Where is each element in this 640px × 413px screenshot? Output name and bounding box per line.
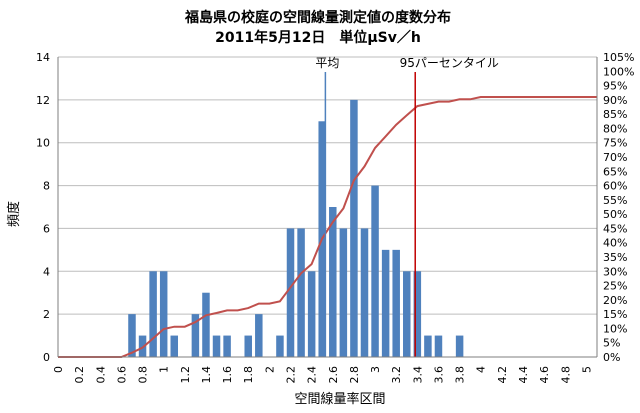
x-tick-label: 3.8 — [454, 366, 467, 384]
y2-tick-label: 20% — [603, 294, 627, 307]
bar — [255, 314, 263, 357]
x-tick-label: 1.6 — [221, 366, 234, 384]
y-tick-label: 6 — [43, 222, 50, 235]
y-axis-title: 頻度 — [6, 201, 22, 227]
bar — [329, 207, 337, 357]
y-axis-tick-labels: 0 2 4 6 8 10 12 14 — [36, 51, 50, 364]
y2-tick-label: 60% — [603, 180, 627, 193]
y2-tick-label: 95% — [603, 80, 627, 93]
y2-tick-label: 90% — [603, 94, 627, 107]
bar — [191, 314, 200, 357]
bar — [212, 335, 221, 357]
y2-tick-label: 65% — [603, 165, 627, 178]
bar — [339, 228, 348, 357]
y2-tick-label: 25% — [603, 280, 627, 293]
y2-tick-label: 35% — [603, 251, 627, 264]
y2-tick-label: 85% — [603, 108, 627, 121]
bar — [413, 271, 422, 357]
x-tick-label: 4 — [475, 366, 488, 373]
y2-tick-label: 100% — [603, 65, 634, 78]
bar — [297, 228, 305, 357]
bar — [424, 335, 432, 357]
bar — [159, 271, 168, 357]
y2-tick-label: 30% — [603, 265, 627, 278]
bar — [202, 292, 210, 357]
bar — [170, 335, 179, 357]
annotation-markers: 平均 95パーセンタイル — [315, 56, 499, 357]
x-tick-label: 0.8 — [137, 366, 150, 384]
bar — [128, 314, 136, 357]
x-tick-label: 2.2 — [285, 366, 298, 384]
bar — [307, 271, 316, 357]
x-tick-label: 5 — [580, 366, 593, 373]
x-tick-label: 4.4 — [517, 366, 530, 384]
y-tick-label: 8 — [43, 180, 50, 193]
bar — [403, 271, 411, 357]
y-tick-label: 12 — [36, 94, 50, 107]
x-axis-title: 空間線量率区間 — [294, 391, 385, 407]
bar — [149, 271, 157, 357]
bar — [276, 335, 284, 357]
y2-tick-label: 70% — [603, 151, 627, 164]
x-tick-label: 0.2 — [73, 366, 86, 384]
x-tick-label: 1 — [158, 366, 171, 373]
x-tick-label: 3 — [369, 366, 382, 373]
x-tick-label: 3.4 — [411, 366, 424, 384]
bar — [371, 185, 379, 357]
x-tick-label: 2.6 — [327, 366, 340, 384]
y2-tick-label: 45% — [603, 222, 627, 235]
y-tick-label: 2 — [43, 308, 50, 321]
bar — [286, 228, 295, 357]
x-tick-label: 1.4 — [200, 366, 213, 384]
cumulative-line-series — [58, 96, 597, 358]
x-tick-label: 2.4 — [306, 366, 319, 384]
x-tick-label: 3.6 — [432, 366, 445, 384]
x-tick-label: 2 — [263, 366, 276, 373]
y2-tick-label: 10% — [603, 322, 627, 335]
axes — [57, 57, 598, 358]
bar — [360, 228, 369, 357]
x-tick-label: 4.6 — [538, 366, 551, 384]
x-tick-label: 0 — [52, 366, 65, 373]
y2-tick-label: 105% — [603, 51, 634, 64]
x-tick-label: 4.8 — [559, 366, 572, 384]
y2-tick-label: 80% — [603, 122, 627, 135]
x-tick-label: 0.6 — [115, 366, 128, 384]
y2-tick-label: 50% — [603, 208, 627, 221]
x-tick-label: 2.8 — [348, 366, 361, 384]
y2-tick-label: 15% — [603, 308, 627, 321]
y2-axis-tick-labels: 0%5% 10%15%20%25% 30%35%40% 45%50%55%60% 65%… — [603, 51, 634, 364]
y2-tick-label: 40% — [603, 237, 627, 250]
y2-tick-label: 0% — [603, 351, 620, 364]
y-tick-label: 10 — [36, 137, 50, 150]
p95-marker-label: 95パーセンタイル — [400, 56, 499, 70]
bar — [223, 335, 231, 357]
y2-tick-label: 75% — [603, 137, 627, 150]
bar — [392, 249, 400, 357]
y2-tick-label: 5% — [603, 337, 620, 350]
x-axis-tick-labels: 0 0.2 0.4 0.6 0.8 1 1.2 1.4 1.6 1.8 2 2.2 2.4 2.6 2.8 3… — [52, 366, 593, 384]
bar — [350, 99, 358, 357]
y-tick-label: 4 — [43, 265, 50, 278]
y-tick-label: 0 — [43, 351, 50, 364]
cumulative-line — [58, 96, 597, 358]
x-tick-label: 1.8 — [242, 366, 255, 384]
x-tick-label: 3.2 — [390, 366, 403, 384]
bar — [244, 335, 252, 357]
chart-title: 福島県の校庭の空間線量測定値の度数分布 — [184, 9, 451, 26]
gridlines — [58, 56, 597, 358]
chart-subtitle: 2011年5月12日 単位μSv／h — [215, 29, 421, 46]
mean-marker-label: 平均 — [315, 56, 339, 70]
bar — [381, 249, 390, 357]
x-tick-label: 4.2 — [496, 366, 509, 384]
y-tick-label: 14 — [36, 51, 50, 64]
bar — [455, 335, 464, 357]
y2-tick-label: 55% — [603, 194, 627, 207]
x-tick-label: 0.4 — [94, 366, 107, 384]
x-tick-label: 1.2 — [179, 366, 192, 384]
bar — [434, 335, 443, 357]
